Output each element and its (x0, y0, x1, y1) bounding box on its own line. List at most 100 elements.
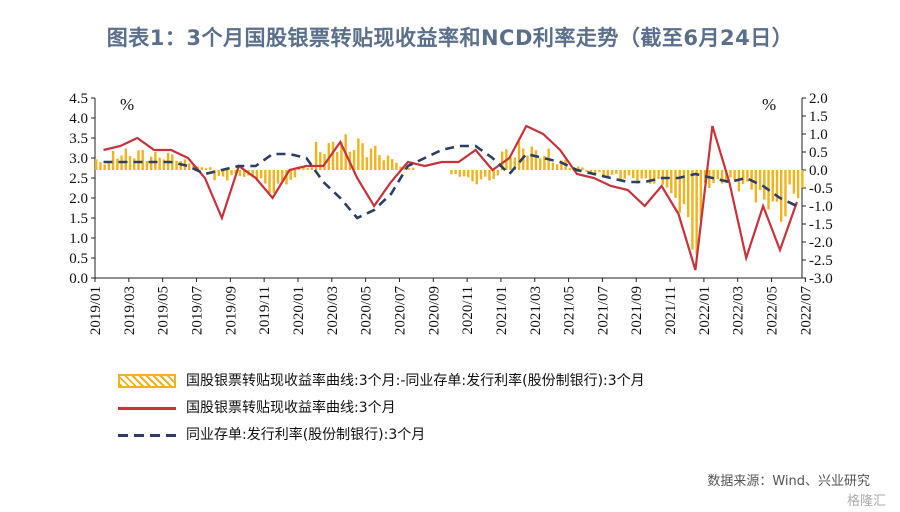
x-tick-label: 2020/03 (325, 286, 341, 335)
spread-bar (568, 168, 571, 170)
source-note: 数据来源：Wind、兴业研究 (707, 474, 870, 489)
left-tick-label: 3.0 (69, 151, 88, 167)
spread-bar (209, 167, 212, 170)
spread-bar (272, 170, 275, 194)
spread-bar (412, 167, 415, 170)
x-tick-label: 2022/07 (798, 286, 814, 336)
right-tick-label: 0.0 (809, 163, 828, 179)
spread-bar (615, 170, 618, 174)
right-tick-label: 1.0 (809, 127, 828, 143)
x-tick-label: 2019/07 (189, 286, 205, 336)
right-unit-label: % (762, 95, 776, 114)
spread-bar (450, 170, 453, 175)
right-tick-label: -3.0 (809, 271, 833, 287)
spread-bar (560, 160, 563, 170)
spread-bar (619, 170, 622, 181)
spread-bar (606, 170, 610, 178)
spread-bar (306, 168, 309, 170)
spread-bar (784, 170, 787, 217)
spread-bar (369, 148, 373, 170)
spread-bar (340, 141, 343, 170)
spread-bar (200, 167, 204, 170)
x-tick-label: 2022/03 (731, 286, 747, 335)
spread-bar (771, 170, 774, 202)
x-tick-label: 2021/05 (562, 286, 578, 335)
spread-bar (513, 157, 517, 170)
spread-bar (720, 170, 724, 184)
spread-bar (509, 157, 512, 170)
spread-bar (585, 170, 588, 173)
x-tick-label: 2019/03 (122, 286, 138, 335)
legend-item-ncd: 同业存单:发行利率(股份制银行):3个月 (118, 424, 425, 444)
x-tick-label: 2020/09 (426, 286, 442, 335)
spread-bar (699, 170, 703, 221)
x-tick-label: 2020/11 (460, 286, 476, 335)
spread-bar (733, 170, 736, 180)
spread-bar (796, 170, 800, 199)
spread-bar (128, 156, 132, 170)
x-tick-label: 2019/05 (156, 286, 172, 335)
spread-bar (107, 160, 111, 170)
spread-bar (644, 170, 648, 179)
left-tick-label: 4.0 (69, 111, 88, 127)
spread-bar (543, 156, 546, 170)
spread-bar (454, 170, 457, 175)
spread-bar (175, 160, 178, 170)
spread-bar (238, 170, 242, 177)
left-tick-label: 4.5 (69, 91, 88, 107)
x-tick-label: 2019/11 (257, 286, 273, 335)
spread-bar (162, 159, 166, 170)
spread-bar (517, 141, 521, 170)
spread-bar (467, 170, 470, 178)
spread-bar (792, 170, 796, 194)
x-tick-label: 2021/09 (629, 286, 645, 335)
spread-bar (217, 170, 221, 177)
spread-bar (259, 170, 263, 179)
spread-bar (99, 162, 102, 170)
spread-bar (657, 170, 660, 180)
left-tick-label: 1.0 (69, 231, 88, 247)
spread-bar (314, 141, 318, 170)
left-unit-label: % (120, 95, 134, 114)
x-tick-label: 2022/05 (765, 286, 781, 335)
spread-bar (598, 170, 601, 172)
spread-bar (192, 164, 195, 170)
spread-bar (293, 170, 297, 178)
x-tick-label: 2022/01 (697, 286, 713, 335)
spread-bar (479, 170, 483, 180)
x-tick-label: 2021/03 (528, 286, 544, 335)
ncd-swatch (118, 433, 176, 437)
x-tick-label: 2020/01 (291, 286, 307, 335)
spread-bar (357, 138, 360, 170)
right-tick-label: 1.5 (809, 109, 828, 125)
spread-bar (725, 170, 728, 183)
x-tick-label: 2019/01 (88, 286, 104, 335)
spread-bar (636, 170, 639, 184)
right-tick-label: -2.5 (809, 253, 833, 269)
spread-swatch (118, 374, 176, 388)
left-tick-label: 0.5 (69, 251, 88, 267)
spread-bar (530, 146, 533, 170)
spread-bar (111, 150, 115, 170)
spread-bars (95, 134, 804, 255)
right-tick-label: -2.0 (809, 235, 833, 251)
spread-bar (386, 155, 390, 170)
spread-bar (103, 164, 106, 170)
spread-bar (382, 160, 385, 170)
spread-bar (458, 170, 462, 177)
spread-bar (746, 170, 749, 182)
spread-bar (390, 159, 394, 170)
spread-bar (145, 160, 149, 170)
chart-title: 图表1：3个月国股银票转贴现收益率和NCD利率走势（截至6月24日） (106, 26, 794, 50)
bill-yield-line (103, 124, 798, 271)
watermark-logo: 格隆汇 (846, 494, 886, 509)
spread-bar (695, 170, 698, 255)
spread-bar (775, 170, 779, 202)
spread-bar (251, 170, 254, 178)
spread-bar (462, 170, 466, 177)
spread-bar (116, 158, 119, 170)
spread-bar (226, 170, 229, 181)
spread-bar (741, 170, 745, 184)
spread-bar (133, 158, 136, 170)
spread-bar (475, 170, 478, 185)
